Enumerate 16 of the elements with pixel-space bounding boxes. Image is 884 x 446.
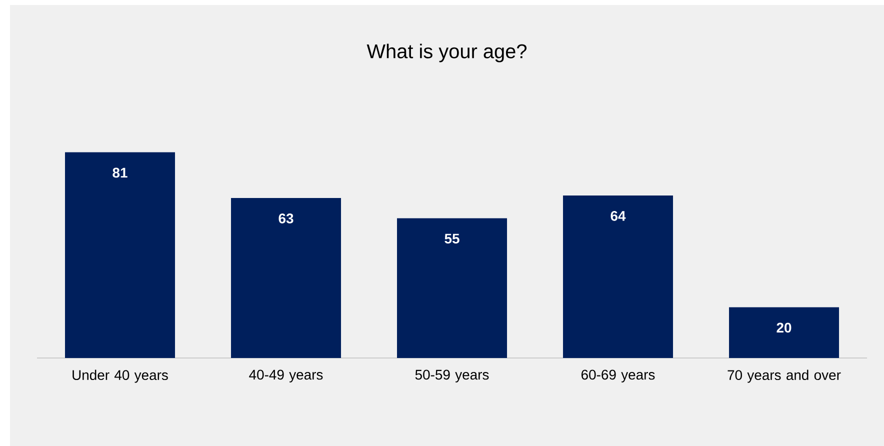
bar (563, 195, 674, 358)
x-tick-label: 70 years and over (728, 370, 841, 383)
data-label: 55 (444, 234, 460, 244)
chart-title: What is your age? (366, 44, 527, 62)
x-tick-label: Under 40 years (72, 370, 168, 383)
data-label: 63 (278, 213, 294, 224)
bar (231, 198, 342, 358)
x-tick-label: 60-69 years (581, 370, 655, 382)
data-label: 20 (776, 322, 792, 333)
bar (729, 307, 840, 358)
bar (397, 218, 508, 358)
x-tick-label: 50-59 years (415, 370, 489, 382)
x-tick-label: 40-49 years (249, 370, 323, 382)
data-label: 64 (610, 210, 626, 221)
data-label: 81 (112, 168, 128, 178)
bar (65, 152, 176, 358)
